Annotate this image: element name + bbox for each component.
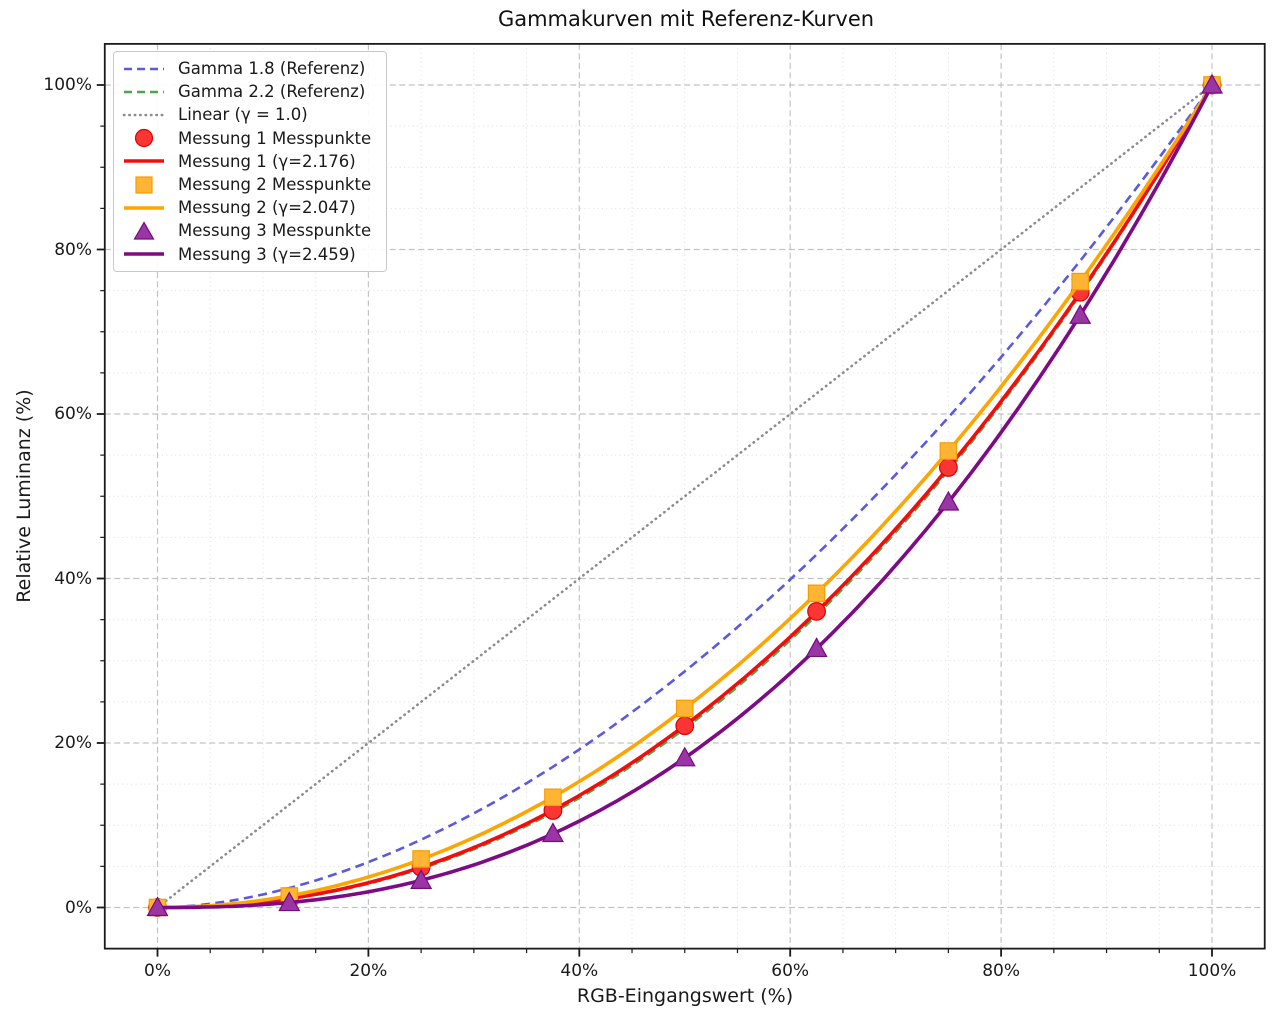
axis-ticks <box>96 84 1213 957</box>
dotted-line-icon <box>121 105 167 125</box>
legend-label: Gamma 2.2 (Referenz) <box>178 82 366 102</box>
data-point <box>410 869 433 889</box>
y-axis-label: Relative Luminanz (%) <box>13 389 35 603</box>
y-tick-label: 60% <box>54 404 92 424</box>
data-point <box>544 788 562 807</box>
y-tick-label: 20% <box>54 733 92 753</box>
data-point <box>1069 304 1092 324</box>
legend-item-messung1-punkte: Messung 1 Messpunkte <box>121 127 371 150</box>
solid-line-icon <box>121 198 167 218</box>
dashed-line-icon <box>121 59 167 79</box>
legend: Gamma 1.8 (Referenz) Gamma 2.2 (Referenz… <box>113 51 388 272</box>
chart-title: Gammakurven mit Referenz-Kurven <box>497 7 875 31</box>
legend-label: Messung 1 Messpunkte <box>178 128 372 148</box>
data-point <box>807 602 826 621</box>
data-point <box>1071 272 1089 291</box>
legend-item-messung2-fit: Messung 2 (γ=2.047) <box>121 196 371 219</box>
y-tick-label: 40% <box>54 568 92 589</box>
data-point <box>675 699 694 718</box>
x-tick-label: 80% <box>982 961 1020 981</box>
legend-label: Messung 1 (γ=2.176) <box>178 151 356 171</box>
legend-item-messung3-punkte: Messung 3 Messpunkte <box>121 219 371 242</box>
triangle-marker-icon <box>121 221 167 241</box>
legend-item-messung3-fit: Messung 3 (γ=2.459) <box>121 243 371 266</box>
x-tick-label: 100% <box>1187 961 1237 981</box>
data-point <box>938 458 958 477</box>
x-axis-label: RGB-Eingangswert (%) <box>576 985 794 1007</box>
square-marker-icon <box>121 175 167 195</box>
legend-item-messung1-fit: Messung 1 (γ=2.176) <box>121 150 371 173</box>
solid-line-icon <box>121 151 167 171</box>
x-tick-label: 0% <box>144 961 171 981</box>
legend-item-gamma-2-2: Gamma 2.2 (Referenz) <box>121 80 371 103</box>
legend-label: Linear (γ = 1.0) <box>178 105 308 125</box>
data-point <box>939 442 958 460</box>
legend-item-messung2-punkte: Messung 2 Messpunkte <box>121 173 371 196</box>
circle-marker-icon <box>121 128 167 148</box>
series-messung-3 <box>146 73 1224 917</box>
legend-label: Messung 3 Messpunkte <box>178 221 372 241</box>
data-point <box>1200 73 1224 94</box>
data-point <box>937 490 960 511</box>
y-tick-label: 100% <box>43 75 92 95</box>
x-tick-label: 60% <box>771 961 810 981</box>
y-tick-label: 0% <box>65 897 92 918</box>
y-tick-label: 80% <box>54 239 92 260</box>
data-point <box>146 896 169 917</box>
x-tick-label: 20% <box>349 961 388 981</box>
data-point <box>412 850 430 868</box>
legend-label: Messung 2 Messpunkte <box>178 175 372 195</box>
data-point <box>278 891 301 912</box>
data-point <box>541 822 564 843</box>
data-point <box>807 584 826 603</box>
legend-label: Gamma 1.8 (Referenz) <box>178 59 366 79</box>
data-point <box>675 716 695 736</box>
solid-line-icon <box>121 244 167 264</box>
x-tick-label: 40% <box>560 961 599 981</box>
dashed-line-icon <box>121 82 167 102</box>
legend-item-gamma-1-8: Gamma 1.8 (Referenz) <box>121 57 371 80</box>
reference-curve <box>157 84 1214 909</box>
data-point <box>805 637 828 658</box>
reference-curve <box>156 83 1214 909</box>
data-point <box>673 746 696 767</box>
legend-label: Messung 2 (γ=2.047) <box>178 198 356 218</box>
legend-item-linear: Linear (γ = 1.0) <box>121 103 371 126</box>
legend-label: Messung 3 (γ=2.459) <box>178 244 356 264</box>
